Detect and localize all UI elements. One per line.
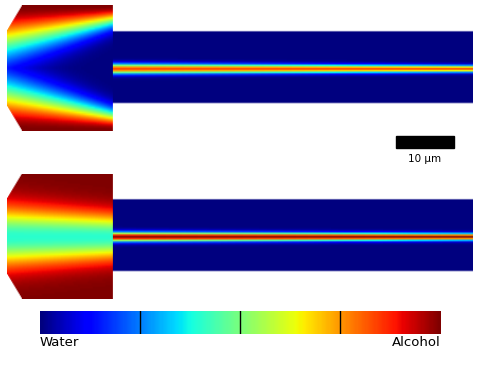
Bar xyxy=(396,136,454,148)
Text: Water: Water xyxy=(40,336,79,349)
Text: 10 μm: 10 μm xyxy=(408,154,441,164)
Text: Alcohol: Alcohol xyxy=(392,336,440,349)
